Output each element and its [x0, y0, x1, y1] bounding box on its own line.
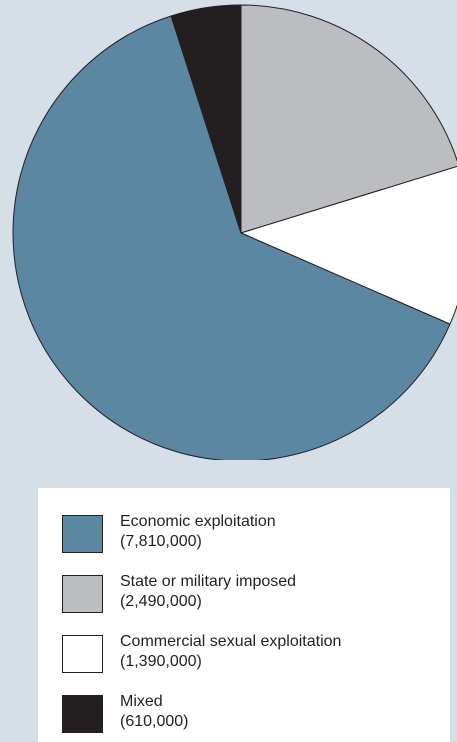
legend-text-commercial-sexual-exploitation: Commercial sexual exploitation (1,390,00…	[120, 632, 341, 672]
pie-slice-state-or-military-imposed	[240, 4, 457, 234]
legend-swatch-mixed	[62, 695, 103, 733]
legend-value-commercial-sexual-exploitation: (1,390,000)	[120, 653, 202, 670]
legend-swatch-commercial-sexual-exploitation	[62, 635, 103, 673]
legend-label-commercial-sexual-exploitation: Commercial sexual exploitation	[120, 633, 342, 650]
legend-value-state-or-military-imposed: (2,490,000)	[120, 593, 202, 610]
legend-item-mixed: Mixed (610,000)	[62, 692, 442, 736]
legend-label-mixed: Mixed	[120, 693, 163, 710]
legend-swatch-economic-exploitation	[62, 515, 103, 553]
legend-value-economic-exploitation: (7,810,000)	[120, 533, 202, 550]
legend: Economic exploitation (7,810,000) State …	[38, 488, 450, 742]
legend-label-state-or-military-imposed: State or military imposed	[120, 573, 297, 590]
pie-slice-economic-exploitation	[12, 15, 451, 460]
pie-chart	[12, 4, 457, 460]
legend-item-economic-exploitation: Economic exploitation (7,810,000)	[62, 512, 442, 556]
legend-text-state-or-military-imposed: State or military imposed (2,490,000)	[120, 572, 296, 612]
legend-text-mixed: Mixed (610,000)	[120, 692, 189, 732]
pie-slice-commercial-sexual-exploitation	[240, 165, 457, 325]
pie-slice-mixed	[170, 4, 242, 234]
legend-value-mixed: (610,000)	[120, 713, 189, 730]
legend-text-economic-exploitation: Economic exploitation (7,810,000)	[120, 512, 276, 552]
legend-item-state-or-military-imposed: State or military imposed (2,490,000)	[62, 572, 442, 616]
legend-label-economic-exploitation: Economic exploitation	[120, 513, 276, 530]
legend-swatch-state-or-military-imposed	[62, 575, 103, 613]
legend-item-commercial-sexual-exploitation: Commercial sexual exploitation (1,390,00…	[62, 632, 442, 676]
